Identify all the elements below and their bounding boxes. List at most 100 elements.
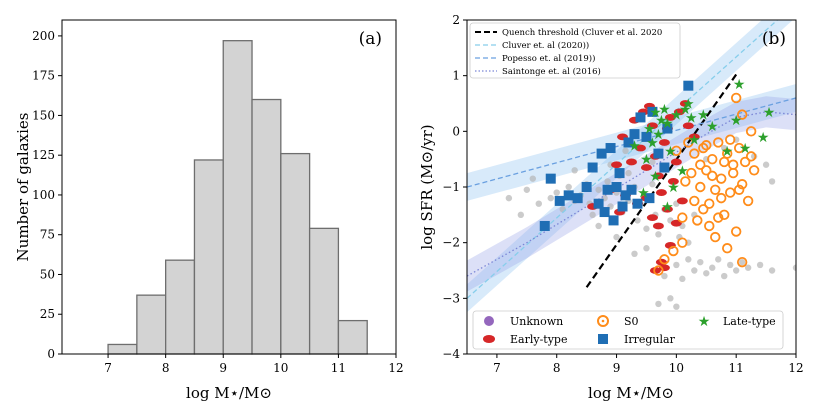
- histogram-bar: [337, 319, 368, 355]
- s0-point: [730, 226, 742, 237]
- background-galaxy-point: [622, 147, 629, 155]
- histogram-panel: 7 8 9 10 11 12 0 25 50 75 100 125 150 175 200 (a) log…: [14, 19, 404, 402]
- scatter-x-tick-label: 8: [553, 361, 561, 375]
- background-galaxy-point: [768, 267, 776, 274]
- s0-point: [713, 212, 724, 223]
- scatter-y-tick-label: 1: [452, 69, 460, 83]
- legend-label-unknown: Unknown: [510, 315, 563, 328]
- s0-points: [653, 92, 760, 276]
- histogram-x-ticks: 7 8 9 10 11 12: [104, 354, 404, 375]
- background-galaxy-point: [589, 211, 596, 219]
- background-galaxy-point: [732, 267, 740, 274]
- late-type-point: ★: [685, 110, 698, 126]
- early-type-point: [646, 122, 658, 130]
- background-galaxy-point: [738, 258, 746, 266]
- histogram-x-tick-label: 12: [388, 361, 403, 375]
- s0-point: [698, 204, 709, 215]
- late-type-point: ★: [637, 186, 650, 202]
- s0-point: [695, 181, 706, 193]
- late-type-point: ★: [649, 105, 662, 121]
- histogram-x-tick-label: 8: [162, 361, 170, 375]
- histogram-bar: [222, 40, 253, 355]
- s0-point: [745, 151, 757, 162]
- s0-point: [742, 195, 754, 207]
- late-type-point: ★: [658, 102, 671, 118]
- background-galaxy-point: [685, 256, 692, 263]
- background-galaxy-point: [529, 175, 536, 182]
- background-galaxy-point: [792, 264, 796, 271]
- histogram-y-tick-label: 150: [32, 108, 55, 122]
- early-type-point: [682, 122, 694, 130]
- scatter-x-tick-label: 12: [788, 361, 803, 375]
- early-type-point: [640, 164, 652, 171]
- lines-legend: Quench threshold (Cluver et al. 2020 Clu…: [469, 22, 681, 79]
- irregular-points: [539, 80, 694, 231]
- late-type-points: ★★★★★★★★★★★★★★★★★★★★★★★★★★★★: [628, 77, 775, 215]
- late-type-point: ★: [670, 108, 683, 124]
- scatter-y-tick-label: −4: [442, 347, 460, 361]
- histogram-y-tick-label: 25: [40, 307, 55, 321]
- irregular-point: [641, 131, 652, 142]
- s0-point: [727, 159, 739, 170]
- background-galaxy-point: [649, 181, 656, 188]
- histogram-x-tick-label: 9: [219, 361, 227, 375]
- s0-point: [668, 245, 679, 257]
- irregular-point: [602, 184, 613, 195]
- s0-point: [704, 220, 715, 232]
- irregular-point: [539, 220, 550, 231]
- irregular-point: [593, 198, 604, 209]
- scatter-y-tick-label: 0: [452, 124, 460, 138]
- s0-point: [710, 231, 721, 243]
- irregular-point: [623, 137, 634, 148]
- background-galaxy-point: [727, 261, 734, 269]
- legend-marker-early: [483, 335, 495, 343]
- cluver-relation-line: [467, 20, 779, 299]
- late-type-point: ★: [730, 113, 743, 129]
- early-type-point: [676, 197, 688, 205]
- s0-point: [739, 156, 751, 168]
- s0-point: [748, 165, 760, 176]
- s0-point: [719, 156, 730, 168]
- histogram-y-tick-label: 200: [32, 29, 55, 43]
- s0-point: [653, 265, 664, 276]
- scatter-y-tick-label: −3: [442, 291, 460, 305]
- s0-point: [716, 192, 727, 204]
- legend-label-irregular: Irregular: [624, 333, 676, 346]
- legend-marker-late: ★: [698, 314, 711, 330]
- s0-point: [736, 256, 748, 268]
- s0-point: [710, 184, 721, 195]
- scatter-x-ticks: 7 8 9 10 11 12: [493, 354, 804, 375]
- early-type-point: [667, 178, 679, 185]
- scatter-x-tick-label: 7: [493, 361, 501, 375]
- s0-point: [730, 92, 742, 104]
- s0-point: [719, 209, 730, 221]
- background-galaxy-point: [697, 258, 704, 266]
- saintonge-relation-line: [467, 111, 796, 277]
- late-type-point: ★: [643, 122, 656, 138]
- background-galaxy-point: [625, 169, 632, 177]
- scatter-y-label: log SFR (M⊙/yr): [418, 124, 436, 249]
- s0-point: [713, 137, 724, 148]
- early-type-point: [649, 267, 661, 274]
- background-galaxy-point: [655, 231, 662, 238]
- background-galaxy-point: [673, 261, 680, 269]
- histogram-bar: [251, 98, 282, 355]
- background-galaxy-point: [559, 206, 566, 213]
- scatter-panel: ★★★★★★★★★★★★★★★★★★★★★★★★★★★★ 7 8 9 10 11 12 −…: [418, 13, 804, 402]
- early-type-point: [634, 144, 646, 152]
- late-type-point: ★: [697, 108, 710, 124]
- background-galaxy-point: [768, 178, 776, 185]
- s0-point: [686, 167, 697, 179]
- late-type-point: ★: [649, 169, 662, 185]
- background-galaxy-point: [709, 264, 716, 271]
- irregular-point: [596, 148, 607, 159]
- late-type-point: ★: [706, 119, 719, 135]
- late-type-point: ★: [763, 105, 776, 121]
- background-galaxy-point: [634, 217, 641, 224]
- background-galaxy-point: [604, 178, 611, 185]
- histogram-bar: [107, 343, 138, 355]
- irregular-point: [605, 143, 616, 154]
- s0-point: [707, 153, 718, 165]
- s0-point: [725, 187, 736, 198]
- irregular-point: [662, 123, 673, 134]
